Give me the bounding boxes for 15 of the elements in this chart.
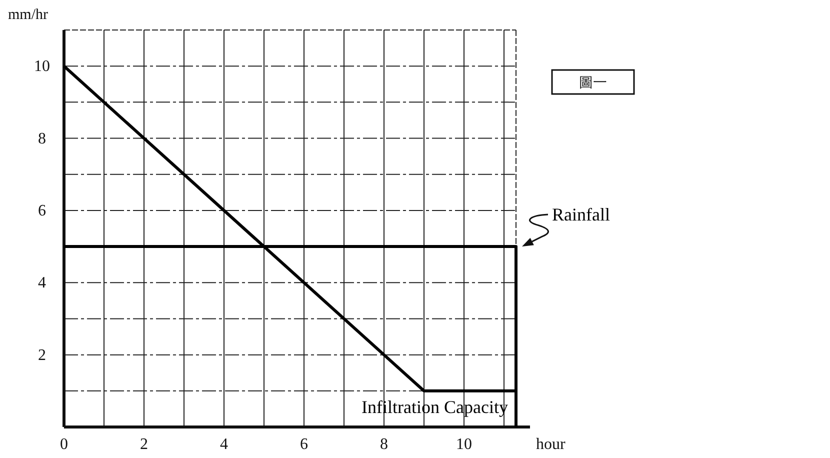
x-tick-label: 10 xyxy=(456,436,472,453)
y-tick-label: 8 xyxy=(38,130,46,148)
x-tick-label: 4 xyxy=(220,436,228,453)
x-tick-label: 8 xyxy=(380,436,388,453)
y-tick-label: 2 xyxy=(38,346,46,364)
x-tick-label: 0 xyxy=(60,436,68,453)
text: Rainfall xyxy=(552,204,610,225)
y-tick-label: 6 xyxy=(38,202,46,220)
x-tick-label: 2 xyxy=(140,436,148,453)
y-tick-label: 10 xyxy=(34,58,50,76)
text: 圖一 xyxy=(579,75,607,91)
y-axis-title: mm/hr xyxy=(8,7,48,23)
x-axis-title: hour xyxy=(536,436,566,453)
y-tick-label: 4 xyxy=(38,274,46,292)
x-tick-label: 6 xyxy=(300,436,308,453)
